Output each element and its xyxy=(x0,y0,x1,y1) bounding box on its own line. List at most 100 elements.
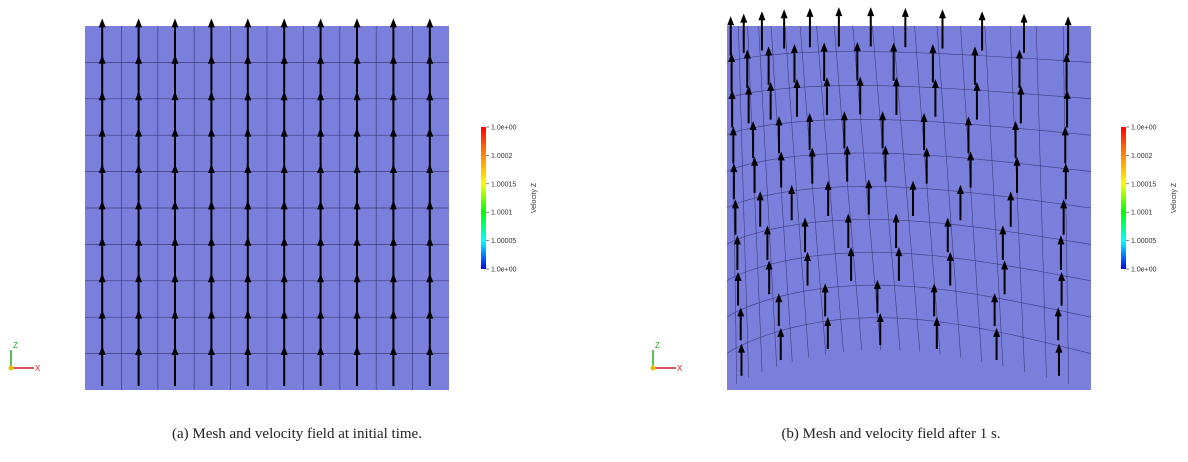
velocity-arrow xyxy=(777,327,785,360)
velocity-arrow xyxy=(920,113,928,150)
velocity-arrow xyxy=(1017,85,1025,124)
velocity-arrow xyxy=(317,309,325,350)
axes-triad: Z X xyxy=(8,341,41,373)
velocity-arrow xyxy=(1012,120,1020,158)
velocity-arrow xyxy=(923,147,931,184)
velocity-arrow xyxy=(999,225,1007,260)
velocity-arrow xyxy=(171,346,179,386)
velocity-arrow xyxy=(933,316,941,350)
velocity-arrow xyxy=(737,307,745,341)
triad-x-label: X xyxy=(35,364,41,373)
velocity-arrow xyxy=(820,42,828,81)
velocity-arrow xyxy=(389,164,397,204)
velocity-arrow xyxy=(207,346,215,386)
velocity-arrow xyxy=(317,200,325,241)
velocity-arrow xyxy=(280,164,288,204)
velocity-arrow xyxy=(728,52,736,92)
velocity-arrow xyxy=(135,200,143,241)
velocity-arrow xyxy=(135,18,143,59)
velocity-arrow xyxy=(1054,307,1062,341)
velocity-arrow xyxy=(765,260,773,295)
velocity-arrow xyxy=(1001,260,1009,295)
velocity-arrow xyxy=(244,309,252,350)
panel-after-1s: 1.0e+00 1.0002 1.00015 1.0001 1.00005 1.0e+00… xyxy=(594,0,1188,462)
colorbar: 1.0e+00 1.0002 1.00015 1.0001 1.00005 1.0e+00… xyxy=(1121,125,1178,274)
velocity-arrow xyxy=(280,18,288,59)
velocity-arrow xyxy=(317,236,325,277)
colorbar-tick-label: 1.0e+00 xyxy=(491,267,517,274)
velocity-arrow xyxy=(98,273,106,314)
velocity-arrow xyxy=(823,77,831,115)
velocity-arrow xyxy=(1057,235,1065,270)
velocity-arrow xyxy=(244,273,252,314)
axes-triad: Z X xyxy=(650,341,683,373)
caption-after-1s: (b) Mesh and velocity field after 1 s. xyxy=(781,426,1001,442)
velocity-arrow xyxy=(389,18,397,59)
velocity-arrow xyxy=(280,54,288,95)
velocity-arrow xyxy=(353,309,361,350)
velocity-arrow xyxy=(939,9,947,49)
velocity-arrow xyxy=(426,236,434,277)
velocity-arrow xyxy=(727,16,735,56)
velocity-arrow xyxy=(881,145,889,182)
velocity-arrow xyxy=(993,327,1001,360)
velocity-arrow xyxy=(847,247,855,281)
velocity-arrow xyxy=(389,346,397,386)
velocity-arrow xyxy=(98,54,106,95)
velocity-arrow xyxy=(821,283,829,317)
velocity-arrow xyxy=(207,18,215,59)
colorbar: 1.0e+00 1.0002 1.00015 1.0001 1.00005 1.0e+00… xyxy=(481,125,538,274)
triad-z-label: Z xyxy=(655,341,660,350)
velocity-arrow xyxy=(244,54,252,95)
velocity-arrow xyxy=(763,225,771,260)
velocity-arrow xyxy=(389,91,397,132)
colorbar-tick-label: 1.00015 xyxy=(491,181,516,188)
velocity-arrow xyxy=(98,200,106,241)
velocity-arrow xyxy=(895,247,903,281)
velocity-arrow xyxy=(956,184,964,221)
velocity-arrow xyxy=(991,293,999,327)
velocity-arrow xyxy=(171,236,179,277)
velocity-arrow xyxy=(280,236,288,277)
velocity-arrow xyxy=(731,199,739,235)
velocity-arrow xyxy=(280,200,288,241)
velocity-arrow xyxy=(775,116,783,154)
colorbar-tick-label: 1.0e+00 xyxy=(491,125,517,132)
velocity-arrow xyxy=(808,147,816,184)
velocity-arrow xyxy=(135,309,143,350)
velocity-arrow xyxy=(171,91,179,132)
velocity-arrow xyxy=(971,46,979,85)
velocity-arrow xyxy=(843,145,851,182)
velocity-arrow xyxy=(756,191,764,227)
velocity-arrow xyxy=(426,273,434,314)
velocity-arrow xyxy=(749,120,757,158)
velocity-arrow xyxy=(901,7,909,48)
velocity-arrow xyxy=(353,346,361,386)
velocity-arrow xyxy=(171,127,179,168)
velocity-arrow xyxy=(98,309,106,350)
velocity-arrow xyxy=(1060,199,1068,235)
velocity-arrow xyxy=(740,13,748,53)
velocity-arrow xyxy=(207,54,215,95)
colorbar-tick-label: 1.0001 xyxy=(1131,210,1153,217)
velocity-arrow xyxy=(207,91,215,132)
velocity-arrow xyxy=(244,164,252,204)
velocity-arrow xyxy=(389,309,397,350)
velocity-arrow xyxy=(964,116,972,154)
velocity-arrow xyxy=(734,271,742,306)
velocity-arrow xyxy=(135,54,143,95)
mesh-plot-initial: 1.0e+00 1.0002 1.00015 1.0001 1.00005 1.0e+00… xyxy=(8,18,538,390)
velocity-arrow xyxy=(317,127,325,168)
velocity-arrow xyxy=(1055,343,1063,376)
velocity-arrow xyxy=(280,346,288,386)
velocity-arrow xyxy=(98,346,106,386)
velocity-arrow xyxy=(389,54,397,95)
velocity-arrow xyxy=(426,18,434,59)
velocity-arrow xyxy=(353,18,361,59)
velocity-arrow xyxy=(806,113,814,150)
velocity-arrow xyxy=(426,309,434,350)
colorbar-tick-label: 1.0002 xyxy=(1131,153,1153,160)
velocity-arrow xyxy=(244,91,252,132)
velocity-arrow xyxy=(135,164,143,204)
velocity-arrow xyxy=(973,81,981,120)
